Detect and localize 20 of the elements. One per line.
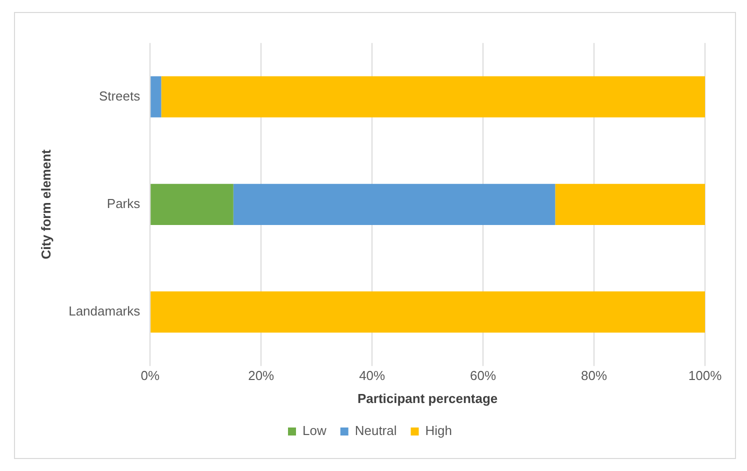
- bar: [555, 184, 705, 225]
- bar: [233, 184, 556, 225]
- bar: [150, 184, 234, 225]
- bar: [161, 76, 705, 118]
- bar: [150, 76, 162, 118]
- x-tick-label: 20%: [248, 368, 275, 384]
- y-axis-title: City form element: [38, 148, 54, 260]
- x-axis-title: Participant percentage: [357, 390, 498, 406]
- y-tick-label: Landamarks: [68, 304, 141, 319]
- x-tick-label: 60%: [470, 368, 496, 384]
- legend-label: High: [425, 423, 452, 438]
- x-tick-label: 80%: [581, 368, 608, 384]
- legend-label: Neutral: [354, 423, 397, 438]
- y-tick-label: Streets: [98, 88, 141, 104]
- legend-label: Low: [302, 423, 327, 438]
- y-tick-label: Parks: [106, 196, 141, 211]
- x-tick-label: 0%: [140, 368, 160, 384]
- bar: [150, 291, 705, 333]
- x-tick-label: 40%: [359, 368, 386, 384]
- x-tick-label: 100%: [688, 368, 722, 384]
